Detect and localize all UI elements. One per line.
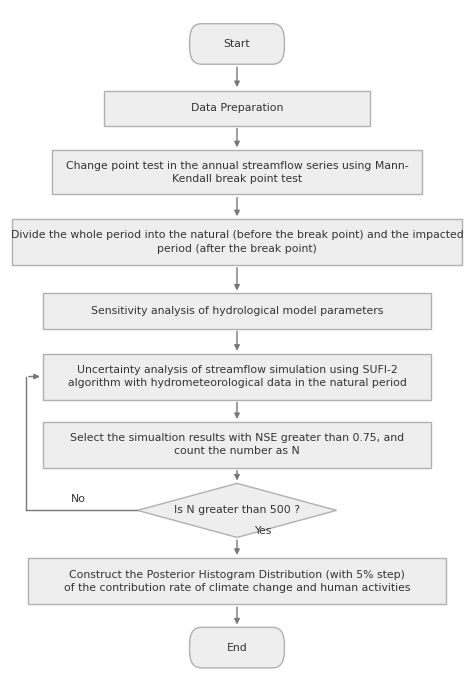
Text: Is N greater than 500 ?: Is N greater than 500 ?	[174, 506, 300, 515]
Text: Divide the whole period into the natural (before the break point) and the impact: Divide the whole period into the natural…	[10, 231, 464, 254]
FancyBboxPatch shape	[104, 91, 370, 126]
Polygon shape	[137, 483, 337, 537]
FancyBboxPatch shape	[43, 422, 431, 468]
Text: End: End	[227, 643, 247, 652]
Text: Start: Start	[224, 39, 250, 49]
Text: Sensitivity analysis of hydrological model parameters: Sensitivity analysis of hydrological mod…	[91, 306, 383, 316]
FancyBboxPatch shape	[190, 24, 284, 64]
Text: Select the simualtion results with NSE greater than 0.75, and
count the number a: Select the simualtion results with NSE g…	[70, 433, 404, 456]
Text: Change point test in the annual streamflow series using Mann-
Kendall break poin: Change point test in the annual streamfl…	[66, 161, 408, 184]
FancyBboxPatch shape	[52, 150, 422, 195]
FancyBboxPatch shape	[12, 219, 462, 265]
FancyBboxPatch shape	[190, 627, 284, 668]
Text: Data Preparation: Data Preparation	[191, 103, 283, 113]
Text: Construct the Posterior Histogram Distribution (with 5% step)
of the contributio: Construct the Posterior Histogram Distri…	[64, 570, 410, 593]
FancyBboxPatch shape	[43, 354, 431, 400]
Text: No: No	[71, 494, 86, 504]
FancyBboxPatch shape	[28, 558, 446, 604]
FancyBboxPatch shape	[43, 293, 431, 329]
Text: Uncertainty analysis of streamflow simulation using SUFI-2
algorithm with hydrom: Uncertainty analysis of streamflow simul…	[68, 365, 406, 388]
Text: Yes: Yes	[255, 526, 272, 535]
